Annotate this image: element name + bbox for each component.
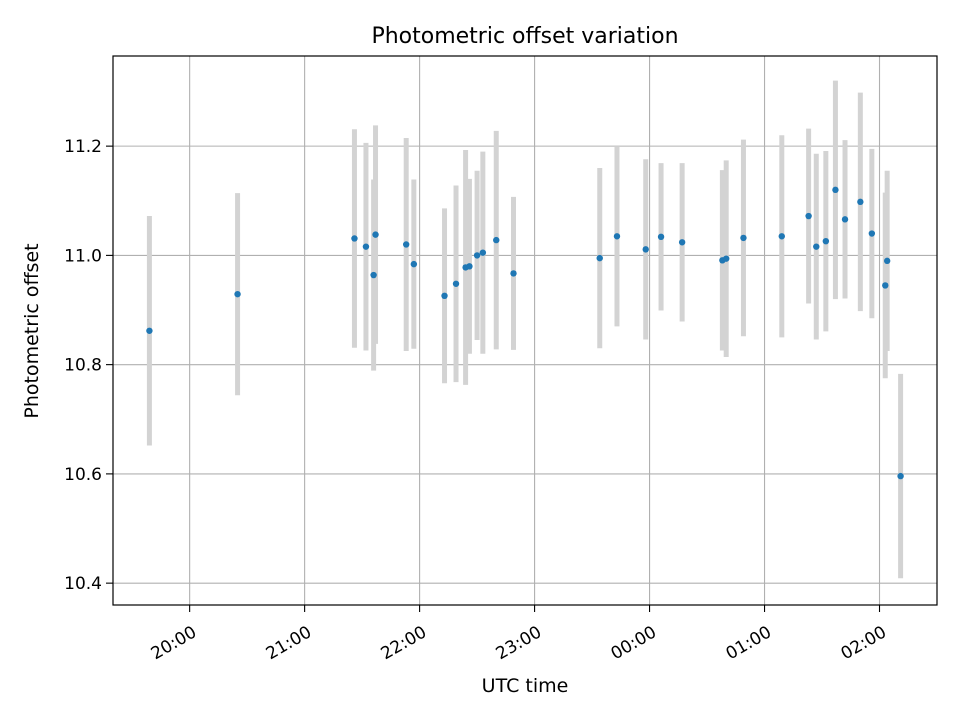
y-axis-label: Photometric offset [21,243,43,418]
data-point [493,236,500,244]
y-axis-ticks: 10.4 10.6 10.8 11.0 11.2 [64,137,113,594]
data-point [832,186,839,194]
data-point [362,243,370,250]
y-tick-label: 11.2 [64,137,102,157]
data-point [596,254,603,262]
data-point [402,241,410,248]
x-axis-label: UTC time [482,675,569,697]
data-point [479,249,487,256]
data-point [613,233,621,240]
data-point [441,292,448,300]
data-point [410,260,418,268]
data-point [857,198,864,206]
data-point [841,216,849,223]
data-point [805,212,812,220]
data-point [882,282,889,289]
y-tick-label: 10.4 [64,574,102,594]
data-point [146,327,153,334]
plot-frame [112,55,938,606]
data-point [723,255,730,262]
chart-title: Photometric offset variation [371,24,678,49]
y-tick-label: 11.0 [64,246,102,266]
data-point [452,280,460,287]
data-point [642,246,649,253]
data-point [678,239,686,246]
data-point [813,243,820,250]
data-point [822,237,830,245]
data-point [372,231,379,238]
data-point [351,235,358,242]
data-point [234,290,241,298]
data-point [897,472,904,480]
grid-lines [113,56,937,605]
data-points [146,186,904,480]
data-point [778,233,785,240]
data-point [868,230,876,237]
data-point [657,233,665,241]
data-point [740,234,747,242]
y-tick-label: 10.6 [64,465,102,485]
data-point [473,252,481,259]
y-tick-label: 10.8 [64,356,102,376]
data-point [883,257,891,265]
data-point [370,271,377,279]
data-point [510,270,517,277]
data-point [466,263,473,270]
